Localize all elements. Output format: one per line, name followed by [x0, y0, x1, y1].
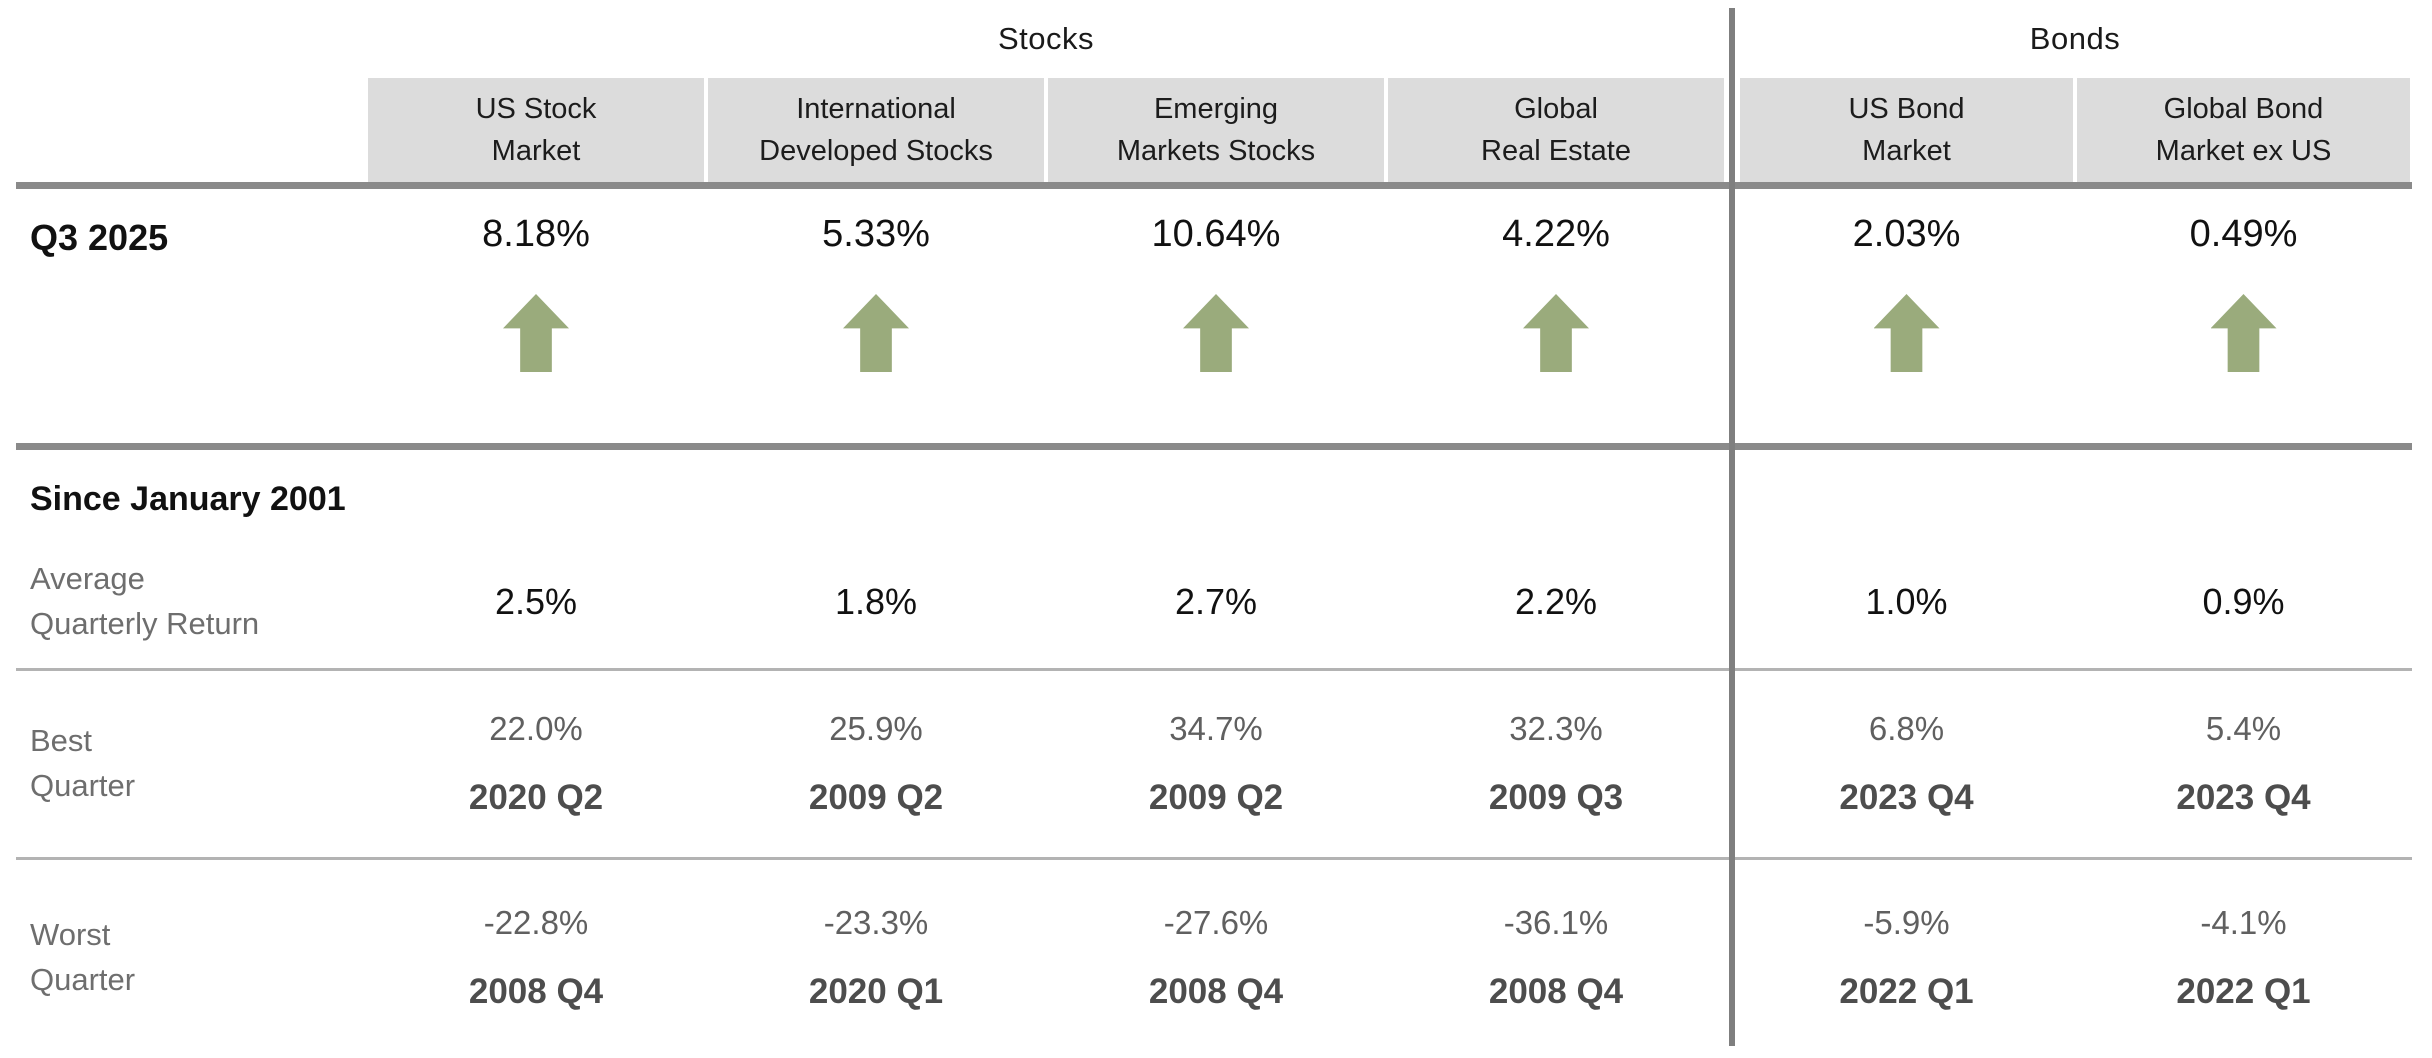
worst-quarter-period: 2022 Q1 [2176, 971, 2311, 1011]
best-quarter-row: Best Quarter 22.0% 2020 Q2 25.9% 2009 Q2… [0, 671, 2412, 857]
group-title-row: Stocks Bonds [0, 0, 2412, 78]
average-quarterly-return-label: Average Quarterly Return [30, 560, 260, 641]
best-quarter-cell: 34.7% 2009 Q2 [1046, 710, 1386, 818]
worst-quarter-return: -4.1% [2200, 903, 2287, 941]
average-return-value: 1.0% [1865, 580, 1948, 622]
best-quarter-period: 2020 Q2 [468, 778, 604, 817]
up-arrow-icon [843, 294, 909, 372]
best-quarter-period: 2009 Q2 [1148, 778, 1284, 817]
best-quarter-return: 6.8% [1868, 710, 1945, 747]
since-section-title-row: Since January 2001 [0, 450, 2412, 535]
best-quarter-period: 2023 Q4 [1839, 778, 1974, 817]
worst-quarter-label: Worst Quarter [30, 916, 136, 997]
worst-quarter-cell: -22.8% 2008 Q4 [366, 904, 706, 1012]
up-arrow-icon [1873, 294, 1940, 372]
row-separator-line [16, 857, 2412, 860]
average-return-value: 0.9% [2202, 580, 2285, 622]
column-header-international-developed-stocks: International Developed Stocks [708, 78, 1044, 182]
column-header-emerging-markets-stocks: Emerging Markets Stocks [1048, 78, 1384, 182]
worst-quarter-period: 2020 Q1 [808, 971, 944, 1011]
worst-quarter-return: -27.6% [1163, 903, 1269, 941]
stocks-group-title: Stocks [997, 21, 1095, 56]
column-header-global-bond-market-ex-us: Global Bond Market ex US [2077, 78, 2410, 182]
column-header-global-real-estate: Global Real Estate [1388, 78, 1724, 182]
worst-quarter-cell: -36.1% 2008 Q4 [1386, 904, 1726, 1012]
section-separator-line [16, 443, 2412, 450]
best-quarter-cell: 22.0% 2020 Q2 [366, 710, 706, 818]
best-quarter-period: 2009 Q3 [1488, 778, 1624, 817]
stocks-bonds-divider-line [1729, 8, 1735, 1046]
average-quarterly-return-row: Average Quarterly Return 2.5% 1.8% 2.7% … [0, 535, 2412, 668]
up-arrow-icon [1183, 294, 1249, 372]
best-quarter-cell: 6.8% 2023 Q4 [1738, 710, 2075, 818]
worst-quarter-period: 2022 Q1 [1839, 971, 1974, 1011]
worst-quarter-period: 2008 Q4 [1488, 971, 1624, 1011]
average-return-value: 2.7% [1174, 580, 1258, 622]
best-quarter-return: 34.7% [1169, 710, 1263, 747]
up-arrow-icon [2210, 294, 2277, 372]
best-quarter-return: 32.3% [1509, 710, 1603, 747]
best-quarter-period: 2009 Q2 [808, 778, 944, 817]
worst-quarter-return: -5.9% [1863, 903, 1950, 941]
current-quarter-cell: 2.03% [1738, 189, 2075, 443]
worst-quarter-period: 2008 Q4 [468, 971, 604, 1011]
worst-quarter-cell: -4.1% 2022 Q1 [2075, 904, 2412, 1012]
worst-quarter-return: -22.8% [483, 903, 589, 941]
best-quarter-cell: 5.4% 2023 Q4 [2075, 710, 2412, 818]
best-quarter-cell: 25.9% 2009 Q2 [706, 710, 1046, 818]
column-header-us-stock-market: US Stock Market [368, 78, 704, 182]
current-quarter-value: 8.18% [482, 213, 590, 255]
current-quarter-value: 0.49% [2189, 213, 2298, 255]
best-quarter-return: 25.9% [829, 710, 923, 747]
current-quarter-value: 4.22% [1502, 213, 1610, 255]
average-return-value: 1.8% [834, 580, 918, 622]
worst-quarter-row: Worst Quarter -22.8% 2008 Q4 -23.3% 2020… [0, 860, 2412, 1055]
worst-quarter-period: 2008 Q4 [1148, 971, 1284, 1011]
current-quarter-value: 5.33% [822, 213, 930, 255]
best-quarter-cell: 32.3% 2009 Q3 [1386, 710, 1726, 818]
best-quarter-return: 5.4% [2205, 710, 2282, 747]
column-header-row: US Stock Market International Developed … [0, 78, 2412, 182]
current-quarter-value: 2.03% [1852, 213, 1961, 255]
current-quarter-cell: 8.18% [366, 189, 706, 443]
current-quarter-value: 10.64% [1151, 213, 1281, 255]
current-quarter-cell: 5.33% [706, 189, 1046, 443]
current-quarter-cell: 4.22% [1386, 189, 1726, 443]
since-section-title: Since January 2001 [30, 480, 346, 518]
current-quarter-label: Q3 2025 [30, 217, 169, 258]
column-header-us-bond-market: US Bond Market [1740, 78, 2073, 182]
current-quarter-row: Q3 2025 8.18% 5.33% 10.64% 4.22% 2.03% 0… [0, 189, 2412, 443]
best-quarter-period: 2023 Q4 [2176, 778, 2311, 817]
bonds-group-title: Bonds [2029, 21, 2121, 56]
average-return-value: 2.2% [1514, 580, 1598, 622]
worst-quarter-return: -36.1% [1503, 903, 1609, 941]
current-quarter-cell: 0.49% [2075, 189, 2412, 443]
worst-quarter-cell: -27.6% 2008 Q4 [1046, 904, 1386, 1012]
row-separator-line [16, 668, 2412, 671]
worst-quarter-cell: -5.9% 2022 Q1 [1738, 904, 2075, 1012]
current-quarter-cell: 10.64% [1046, 189, 1386, 443]
header-separator-line [16, 182, 2412, 189]
up-arrow-icon [503, 294, 569, 372]
up-arrow-icon [1523, 294, 1589, 372]
worst-quarter-cell: -23.3% 2020 Q1 [706, 904, 1046, 1012]
average-return-value: 2.5% [494, 580, 578, 622]
best-quarter-return: 22.0% [489, 710, 583, 747]
best-quarter-label: Best Quarter [30, 723, 136, 803]
worst-quarter-return: -23.3% [823, 903, 929, 941]
